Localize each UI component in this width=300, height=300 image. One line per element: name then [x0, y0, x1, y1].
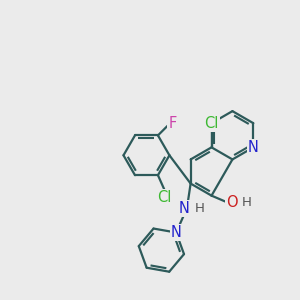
Text: N: N — [171, 225, 182, 240]
Text: O: O — [226, 195, 238, 210]
Text: N: N — [178, 201, 189, 216]
Text: F: F — [169, 116, 177, 131]
Text: N: N — [248, 140, 259, 155]
Text: Cl: Cl — [204, 116, 219, 131]
Text: H: H — [242, 196, 252, 209]
Text: H: H — [194, 202, 204, 215]
Text: Cl: Cl — [157, 190, 172, 205]
